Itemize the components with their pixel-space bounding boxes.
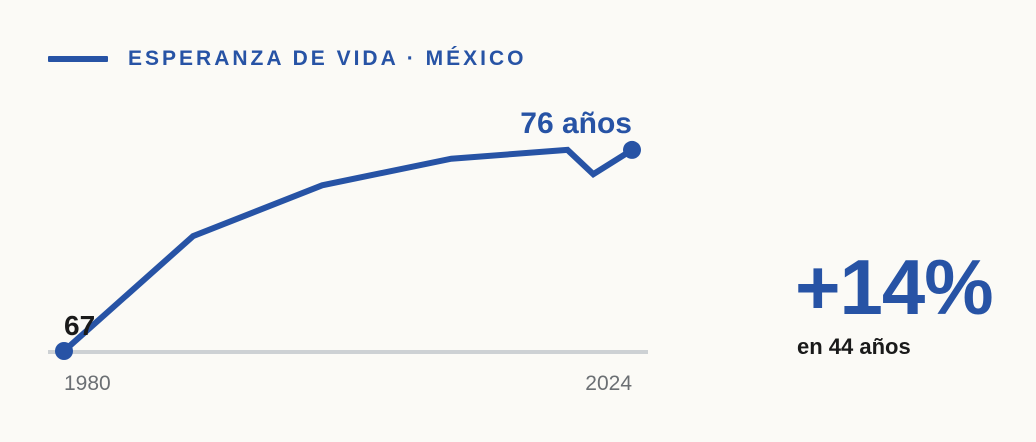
start-point [55, 342, 73, 360]
x-tick-label-end: 2024 [585, 372, 632, 395]
end-point [623, 140, 641, 159]
kpi-subtitle: en 44 años [797, 334, 911, 359]
start-value-label: 67 [64, 310, 95, 341]
end-value-label: 76 años [520, 107, 632, 140]
series-line [62, 146, 634, 354]
kpi-block: +14% en 44 años [795, 243, 994, 360]
legend-label: ESPERANZA DE VIDA · MÉXICO [128, 47, 527, 70]
legend: ESPERANZA DE VIDA · MÉXICO [48, 44, 526, 74]
life-expectancy-line-chart: 67 76 años 1980 2024 [48, 107, 648, 395]
kpi-value: +14% [795, 243, 994, 331]
legend-swatch [48, 56, 108, 62]
x-tick-label-start: 1980 [64, 372, 111, 395]
